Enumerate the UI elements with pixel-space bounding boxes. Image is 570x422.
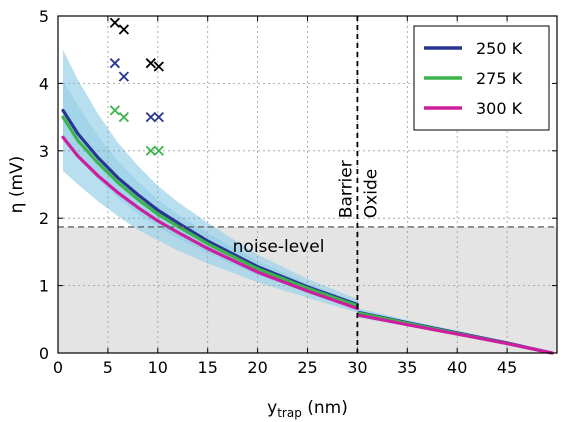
series-line <box>61 108 359 307</box>
annotations: noise-level Barrier Oxide <box>233 160 382 257</box>
oxide-label: Oxide <box>361 169 381 218</box>
noise-level-label: noise-level <box>233 237 325 257</box>
cross-stroke-b <box>145 111 156 123</box>
cross-stroke-b <box>109 105 121 116</box>
cross-marker <box>145 145 156 156</box>
y-tick-label: 5 <box>39 7 49 26</box>
cross-stroke-b <box>153 111 164 123</box>
y-tick-label: 1 <box>39 277 49 296</box>
barrier-label: Barrier <box>336 160 356 218</box>
cross-stroke-b <box>118 24 130 35</box>
x-axis-label-sub: trap <box>277 406 302 420</box>
cross-stroke-b <box>145 145 156 156</box>
series-lines <box>58 16 557 355</box>
cross-marker <box>109 58 121 69</box>
x-tick-label: 25 <box>297 358 317 377</box>
cross-markers <box>109 17 164 156</box>
y-axis-label: η (mV) <box>7 156 27 214</box>
x-tick-label: 35 <box>397 358 417 377</box>
cross-marker <box>109 17 121 28</box>
x-tick-label: 20 <box>247 358 267 377</box>
series-line <box>61 115 359 308</box>
cross-marker <box>145 111 156 123</box>
cross-stroke-b <box>109 17 121 28</box>
x-axis-label-main: y <box>267 398 277 418</box>
cross-stroke-b <box>118 71 130 82</box>
cross-marker <box>153 111 164 123</box>
x-tick-label: 5 <box>103 358 113 377</box>
cross-marker <box>153 145 164 156</box>
x-axis-label-unit: (nm) <box>302 398 348 418</box>
x-tick-label: 40 <box>447 358 467 377</box>
cross-stroke-b <box>118 111 130 123</box>
x-tick-label: 0 <box>53 358 63 377</box>
cross-marker <box>118 71 130 82</box>
y-tick-label: 4 <box>39 74 49 93</box>
x-axis-label: ytrap (nm) <box>267 398 348 420</box>
series-line <box>61 135 359 311</box>
cross-stroke-b <box>153 145 164 156</box>
cross-marker <box>118 111 130 123</box>
y-tick-label: 3 <box>39 142 49 161</box>
cross-marker <box>153 61 164 72</box>
x-tick-label: 45 <box>497 358 517 377</box>
legend-label: 300 K <box>476 99 523 118</box>
legend-label: 275 K <box>476 69 523 88</box>
legend: 250 K 275 K 300 K <box>413 25 550 131</box>
x-tick-label: 15 <box>198 358 218 377</box>
cross-marker <box>109 105 121 116</box>
x-tick-label: 30 <box>347 358 367 377</box>
cross-marker <box>118 24 130 35</box>
cross-stroke-b <box>153 61 164 72</box>
cross-marker <box>145 58 156 69</box>
cross-stroke-b <box>145 58 156 69</box>
series-line <box>357 313 554 355</box>
x-tick-label: 10 <box>148 358 168 377</box>
y-tick-label: 0 <box>39 344 49 363</box>
y-tick-label: 2 <box>39 209 49 228</box>
cross-stroke-b <box>109 58 121 69</box>
legend-label: 250 K <box>476 39 523 58</box>
